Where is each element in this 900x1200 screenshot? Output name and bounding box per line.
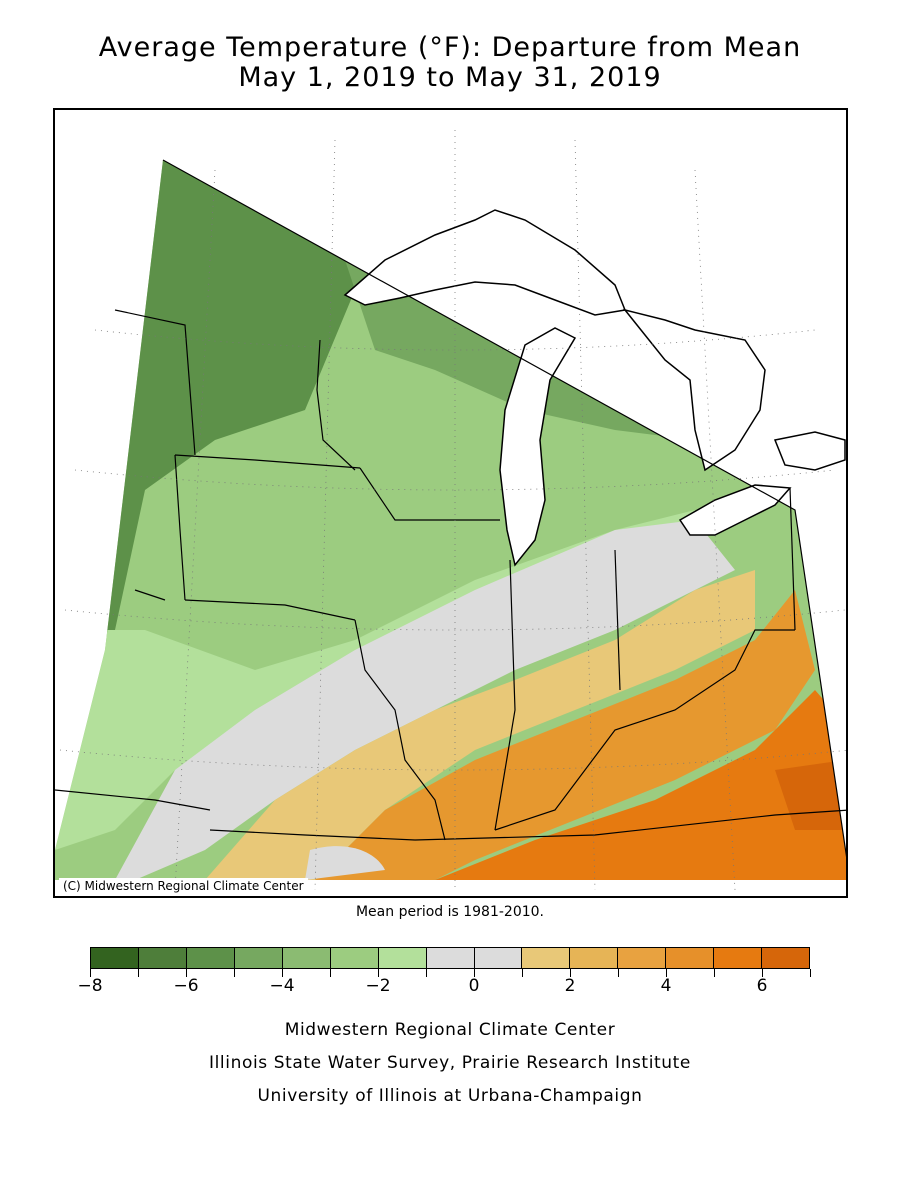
lake-michigan: [499, 327, 577, 567]
region-fill-orange-dark: [435, 690, 846, 880]
legend-tick: [666, 969, 667, 977]
graticule: [59, 130, 846, 891]
legend-tick: [330, 969, 331, 977]
region-fill-deepest-orange: [775, 760, 846, 830]
legend-tick-label: 4: [660, 976, 672, 996]
lake-huron: [623, 308, 766, 472]
legend-swatch: [330, 948, 379, 968]
legend-swatch: [91, 948, 139, 968]
legend-tick: [474, 969, 475, 977]
legend-tick: [522, 969, 523, 977]
legend-tick-label: 2: [564, 976, 576, 996]
legend-tick: [90, 969, 91, 977]
border-kentucky-tennessee: [414, 809, 846, 841]
map-title: Average Temperature (°F): Departure from…: [98, 32, 802, 63]
lake-superior: [343, 209, 627, 316]
legend-swatch: [570, 948, 619, 968]
great-lakes: [343, 209, 846, 567]
legend-tick: [714, 969, 715, 977]
legend-swatch: [378, 948, 427, 968]
legend-swatch: [234, 948, 283, 968]
map-date-range: May 1, 2019 to May 31, 2019: [238, 62, 662, 93]
legend-swatch: [618, 948, 667, 968]
legend-swatch: [138, 948, 187, 968]
border-nebraska-kansas: [55, 789, 211, 811]
credit-uiuc: University of Illinois at Urbana-Champai…: [257, 1086, 643, 1106]
legend-tick: [570, 969, 571, 977]
border-minnesota-east: [316, 339, 356, 471]
state-borders: [55, 309, 846, 841]
region-fill-tan: [205, 570, 755, 880]
legend-tick: [282, 969, 283, 977]
legend-tick-label: −2: [365, 976, 391, 996]
border-illinois-indiana: [494, 559, 516, 831]
legend-swatch: [714, 948, 763, 968]
region-fill-gray: [115, 520, 735, 880]
legend-tick-label: −4: [269, 976, 295, 996]
region-fill-orange-mid: [315, 590, 815, 880]
legend-tick: [186, 969, 187, 977]
border-iowa-west: [174, 454, 186, 601]
legend-tick: [618, 969, 619, 977]
legend-swatch: [666, 948, 715, 968]
legend-tick-label: 6: [756, 976, 768, 996]
border-dakotas: [114, 309, 196, 456]
legend-tick-label: 0: [468, 976, 480, 996]
legend-tick: [810, 969, 811, 977]
legend-swatch: [762, 948, 810, 968]
map-canvas: [55, 130, 846, 891]
legend-tick: [762, 969, 763, 977]
legend-swatch: [522, 948, 571, 968]
color-scale-bar: [90, 947, 810, 969]
temperature-departure-map: (C) Midwestern Regional Climate Center: [53, 108, 848, 898]
credit-isws: Illinois State Water Survey, Prairie Res…: [209, 1053, 691, 1073]
legend-ticks: [90, 969, 811, 979]
legend-tick-label: −6: [173, 976, 199, 996]
map-outline: [162, 159, 846, 858]
border-west-edge: [134, 589, 166, 601]
border-indiana-ohio: [614, 549, 621, 691]
lake-ontario: [773, 431, 846, 471]
legend-tick: [426, 969, 427, 977]
border-wisconsin-illinois: [359, 467, 500, 521]
border-iowa-south: [184, 599, 356, 621]
legend-tick: [378, 969, 379, 977]
legend-tick: [138, 969, 139, 977]
border-ohio-river: [494, 629, 795, 831]
credit-mrcc: Midwestern Regional Climate Center: [284, 1020, 616, 1040]
mean-period-note: Mean period is 1981-2010.: [355, 904, 545, 920]
region-fill-small-gray-south: [305, 846, 385, 880]
legend-swatch: [186, 948, 235, 968]
legend-swatch: [282, 948, 331, 968]
legend-tick-label: −8: [77, 976, 103, 996]
border-missouri-south: [209, 829, 416, 841]
border-minnesota-south: [174, 454, 361, 469]
lake-erie: [678, 484, 792, 536]
legend-swatch: [474, 948, 523, 968]
legend-tick: [234, 969, 235, 977]
border-mississippi-river: [354, 619, 446, 841]
legend-swatch: [426, 948, 475, 968]
copyright-label: (C) Midwestern Regional Climate Center: [59, 878, 308, 894]
border-ohio-pa: [789, 487, 796, 631]
